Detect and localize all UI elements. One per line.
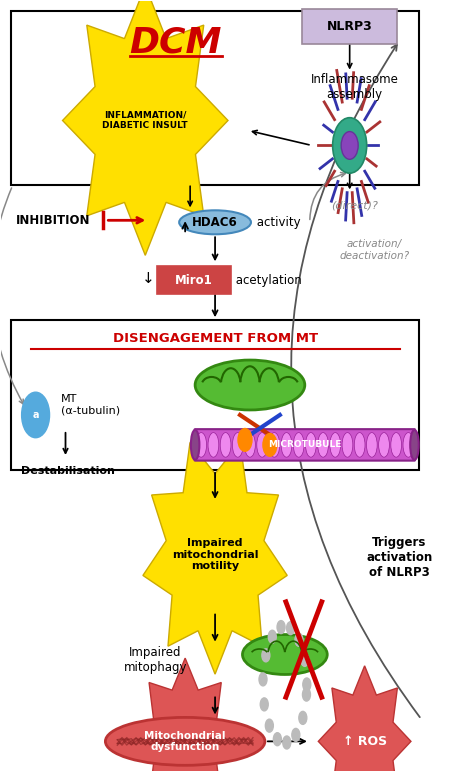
Circle shape xyxy=(283,736,291,749)
Text: Triggers
activation
of NLRP3: Triggers activation of NLRP3 xyxy=(366,537,433,579)
Ellipse shape xyxy=(195,360,305,410)
Circle shape xyxy=(259,673,267,686)
Polygon shape xyxy=(143,442,287,674)
Circle shape xyxy=(295,633,303,646)
Ellipse shape xyxy=(318,432,328,457)
Circle shape xyxy=(22,392,50,438)
Text: DCM: DCM xyxy=(129,25,221,59)
Circle shape xyxy=(333,117,367,173)
Ellipse shape xyxy=(391,432,401,457)
Ellipse shape xyxy=(410,430,419,460)
FancyArrowPatch shape xyxy=(291,45,420,717)
Circle shape xyxy=(277,621,285,634)
Ellipse shape xyxy=(245,432,255,457)
Polygon shape xyxy=(319,665,411,772)
Circle shape xyxy=(268,630,276,643)
Text: a: a xyxy=(32,410,39,420)
Text: Mitochondrial
dysfunction: Mitochondrial dysfunction xyxy=(145,730,226,752)
Text: ↓: ↓ xyxy=(142,271,155,286)
Text: Destabilisation: Destabilisation xyxy=(21,466,115,476)
Polygon shape xyxy=(134,659,236,772)
FancyArrowPatch shape xyxy=(310,172,346,219)
Circle shape xyxy=(260,698,268,711)
Text: activity: activity xyxy=(253,216,301,229)
FancyArrowPatch shape xyxy=(0,188,23,404)
Text: Impaired
mitochondrial
motility: Impaired mitochondrial motility xyxy=(172,538,258,571)
Circle shape xyxy=(303,678,311,691)
Text: NLRP3: NLRP3 xyxy=(327,20,373,33)
Ellipse shape xyxy=(281,432,292,457)
Text: Impaired
mitophagy: Impaired mitophagy xyxy=(124,645,187,673)
Ellipse shape xyxy=(257,432,267,457)
Ellipse shape xyxy=(243,635,327,675)
Text: ↑ ROS: ↑ ROS xyxy=(343,735,387,748)
Text: Miro1: Miro1 xyxy=(175,274,213,286)
Text: Inflammasome
assembly: Inflammasome assembly xyxy=(311,73,399,100)
Ellipse shape xyxy=(306,432,316,457)
Ellipse shape xyxy=(379,432,389,457)
Ellipse shape xyxy=(105,717,265,765)
Ellipse shape xyxy=(191,430,200,460)
Ellipse shape xyxy=(232,432,243,457)
Text: acetylation: acetylation xyxy=(232,274,302,286)
Ellipse shape xyxy=(354,432,365,457)
Text: HDAC6: HDAC6 xyxy=(192,216,238,229)
Text: INFLAMMATION/
DIABETIC INSULT: INFLAMMATION/ DIABETIC INSULT xyxy=(102,110,188,130)
Circle shape xyxy=(302,688,310,701)
Polygon shape xyxy=(63,0,228,256)
Circle shape xyxy=(273,733,282,746)
Text: DISENGAGEMENT FROM MT: DISENGAGEMENT FROM MT xyxy=(112,332,318,344)
Circle shape xyxy=(263,434,277,456)
Ellipse shape xyxy=(208,432,219,457)
Text: (direct)?: (direct)? xyxy=(331,200,378,210)
Text: MT
(α-tubulin): MT (α-tubulin) xyxy=(61,394,119,416)
FancyBboxPatch shape xyxy=(195,429,415,461)
Circle shape xyxy=(341,131,358,159)
Ellipse shape xyxy=(293,432,304,457)
FancyBboxPatch shape xyxy=(302,8,397,45)
Ellipse shape xyxy=(330,432,341,457)
Circle shape xyxy=(262,648,270,662)
Circle shape xyxy=(292,729,300,741)
FancyBboxPatch shape xyxy=(11,320,419,470)
Ellipse shape xyxy=(220,432,231,457)
Text: INHIBITION: INHIBITION xyxy=(16,214,90,227)
Circle shape xyxy=(265,720,273,732)
FancyBboxPatch shape xyxy=(157,266,231,294)
Text: activation/
deactivation?: activation/ deactivation? xyxy=(339,239,410,261)
Ellipse shape xyxy=(196,432,207,457)
Ellipse shape xyxy=(342,432,353,457)
Ellipse shape xyxy=(269,432,280,457)
Circle shape xyxy=(287,621,294,635)
Circle shape xyxy=(299,711,307,724)
Text: MICROTUBULE: MICROTUBULE xyxy=(268,440,341,449)
Ellipse shape xyxy=(403,432,414,457)
FancyBboxPatch shape xyxy=(11,11,419,185)
Circle shape xyxy=(238,428,252,452)
Ellipse shape xyxy=(179,210,251,234)
Ellipse shape xyxy=(366,432,377,457)
Circle shape xyxy=(301,653,309,666)
